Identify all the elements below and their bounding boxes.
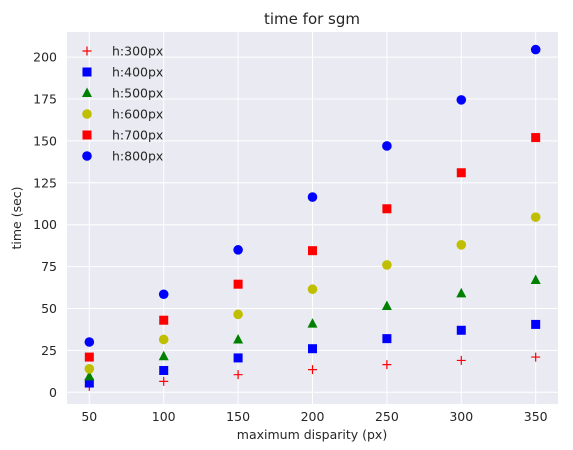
legend-label: h:700px: [112, 128, 163, 143]
x-axis-ticks: 50 100 150 200 250 300 350: [81, 409, 547, 424]
x-axis-label: maximum disparity (px): [237, 427, 387, 442]
grid: [67, 32, 558, 404]
y-tick-label: 100: [33, 217, 57, 232]
y-tick-label: 125: [33, 175, 57, 190]
chart-title: time for sgm: [264, 10, 360, 28]
data-point: [382, 334, 392, 344]
y-tick-label: 75: [41, 259, 57, 274]
data-point: [382, 360, 392, 370]
legend-label: h:500px: [112, 86, 163, 101]
legend: h:300px h:400px h:500px h:600px h:700px h:800…: [82, 44, 163, 164]
data-point: [84, 370, 95, 381]
data-point: [382, 204, 392, 214]
data-point: [530, 274, 541, 284]
y-axis-ticks: 0 25 50 75 100 125 150 175 200: [33, 50, 57, 400]
x-tick-label: 150: [226, 409, 250, 424]
legend-label: h:400px: [112, 65, 163, 80]
data-point: [84, 337, 95, 347]
legend-marker: [82, 109, 92, 119]
data-point: [531, 319, 541, 329]
y-tick-label: 0: [49, 385, 57, 400]
legend-marker: [82, 130, 92, 140]
data-point: [456, 240, 467, 250]
x-tick-label: 200: [301, 409, 325, 424]
data-point: [307, 192, 318, 202]
x-tick-label: 300: [449, 409, 473, 424]
data-point: [158, 334, 169, 345]
data-point: [233, 279, 243, 289]
data-point: [456, 355, 466, 365]
legend-label: h:300px: [112, 44, 163, 59]
data-point: [159, 315, 169, 325]
data-point: [233, 309, 243, 320]
x-tick-label: 100: [152, 409, 176, 424]
data-point: [531, 133, 541, 143]
legend-marker: [82, 46, 92, 56]
data-point: [530, 44, 541, 55]
data-point: [158, 289, 169, 300]
data-point: [233, 353, 243, 363]
data-point: [307, 284, 318, 295]
data-point: [233, 245, 243, 255]
legend-marker: [82, 151, 92, 161]
data-point: [456, 325, 466, 335]
data-point: [159, 376, 169, 386]
x-tick-label: 50: [81, 409, 97, 424]
legend-label: h:800px: [112, 149, 163, 164]
y-tick-label: 50: [41, 301, 57, 316]
data-point: [307, 318, 318, 328]
data-point: [456, 95, 467, 105]
data-point: [84, 378, 94, 388]
data-points: [84, 44, 541, 391]
y-axis-label: time (sec): [9, 186, 24, 249]
data-point: [84, 364, 95, 374]
data-point: [308, 246, 317, 256]
data-point: [233, 333, 244, 344]
x-tick-label: 250: [375, 409, 399, 424]
data-point: [308, 344, 317, 354]
y-tick-label: 200: [33, 50, 57, 65]
y-tick-label: 25: [41, 343, 57, 358]
data-point: [456, 168, 466, 178]
data-point: [308, 365, 317, 375]
data-point: [233, 370, 243, 380]
data-point: [381, 300, 392, 310]
data-point: [382, 260, 392, 270]
legend-marker: [82, 87, 92, 97]
y-tick-label: 150: [33, 133, 57, 148]
data-point: [531, 352, 541, 362]
x-tick-label: 350: [524, 409, 548, 424]
data-point: [84, 352, 94, 362]
legend-marker: [82, 67, 92, 77]
data-point: [530, 212, 541, 222]
data-point: [158, 350, 169, 361]
data-point: [382, 141, 392, 151]
y-tick-label: 175: [33, 92, 57, 107]
data-point: [456, 287, 467, 298]
data-point: [159, 365, 169, 375]
legend-label: h:600px: [112, 107, 163, 122]
